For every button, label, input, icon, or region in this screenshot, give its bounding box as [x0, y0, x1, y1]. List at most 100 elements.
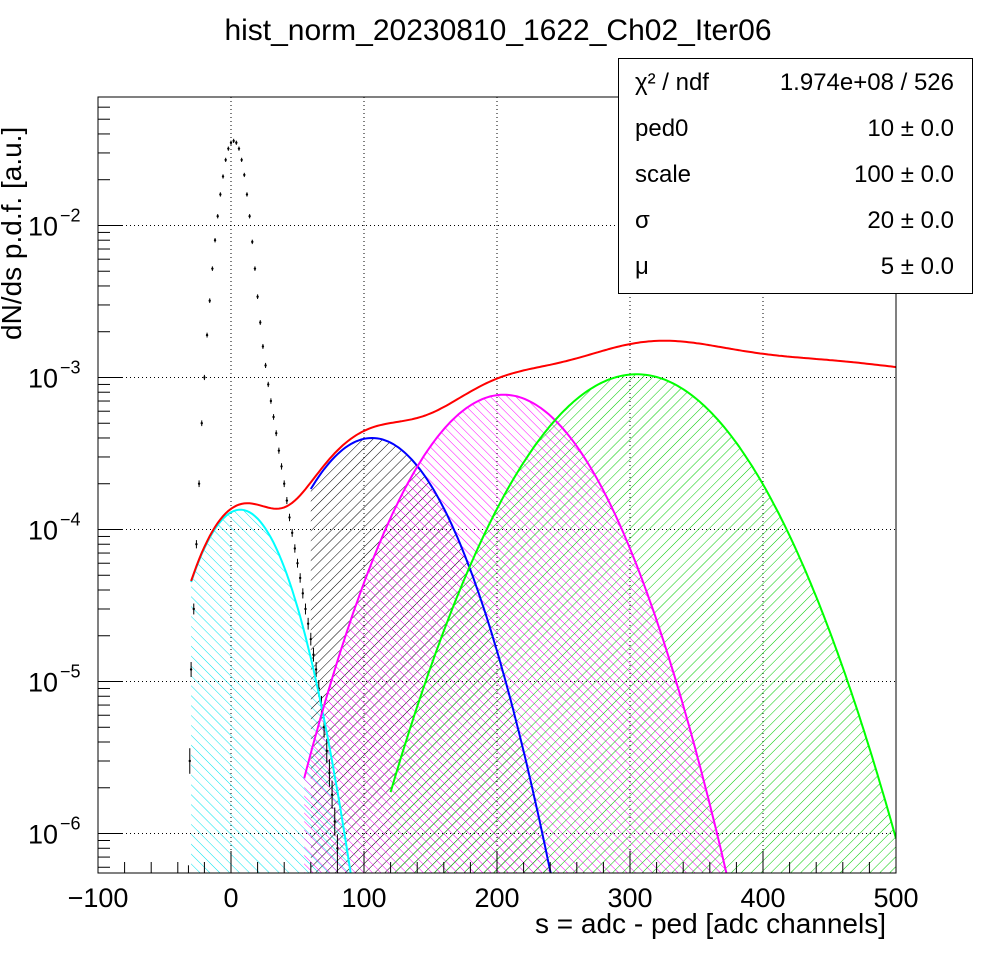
x-tick-label: 300: [607, 883, 652, 913]
stats-row-sigma: σ 20 ± 0.0: [619, 199, 972, 245]
y-axis-label: dN/ds p.d.f. [a.u.]: [0, 126, 27, 340]
histogram-point: [293, 547, 297, 550]
x-tick-label: −100: [68, 883, 129, 913]
stats-key: σ: [635, 207, 650, 234]
fit-curves: [190, 339, 896, 873]
histogram-point: [216, 215, 219, 218]
histogram-point: [312, 653, 315, 656]
histogram-point: [245, 193, 249, 196]
histogram-point: [306, 622, 310, 625]
histogram-point: [298, 576, 302, 580]
y-tick-exponent: −5: [60, 662, 81, 682]
chart-title: hist_norm_20230810_1622_Ch02_Iter06: [224, 14, 772, 47]
histogram-point: [309, 637, 312, 641]
stats-key: χ² / ndf: [635, 69, 709, 96]
y-tick-exponent: −3: [60, 357, 81, 377]
histogram-point: [192, 607, 195, 611]
component-fill: [390, 374, 896, 873]
histogram-point: [251, 240, 254, 244]
stats-value: 100 ± 0.0: [854, 161, 954, 188]
x-tick-label: 100: [341, 883, 386, 913]
stats-row-ped0: ped0 10 ± 0.0: [619, 107, 972, 153]
histogram-point: [248, 215, 251, 218]
y-tick-exponent: −4: [60, 509, 81, 529]
histogram-point: [269, 399, 273, 403]
histogram-point: [205, 333, 209, 337]
stats-value: 20 ± 0.0: [867, 207, 954, 234]
histogram-point: [219, 193, 222, 196]
histogram-point: [272, 415, 275, 419]
histogram-point: [296, 562, 299, 565]
stats-row-mu: μ 5 ± 0.0: [619, 245, 972, 291]
fit-stats-box: χ² / ndf 1.974e+08 / 526 ped0 10 ± 0.0 s…: [618, 58, 973, 294]
x-axis-ticks: −100 0 100 200 300 400 500: [68, 851, 919, 913]
y-tick-label: 10: [28, 211, 58, 241]
x-tick-label: 400: [740, 883, 785, 913]
histogram-point: [277, 449, 281, 452]
stats-key: scale: [635, 161, 692, 188]
component-curve-3pe: [389, 373, 896, 839]
histogram-point: [200, 422, 203, 425]
x-tick-label: 200: [474, 883, 519, 913]
histogram-point: [336, 847, 339, 850]
y-tick-exponent: −6: [60, 814, 81, 834]
histogram-point: [288, 516, 291, 519]
total-fit-curve: [190, 339, 896, 582]
histogram-point: [264, 364, 267, 367]
histogram-point: [267, 383, 270, 386]
histogram-point: [333, 820, 336, 823]
histogram-point: [195, 543, 198, 546]
histogram-point: [261, 345, 265, 348]
y-tick-label: 10: [28, 363, 58, 393]
x-tick-label: 0: [223, 883, 238, 913]
histogram-point: [232, 139, 235, 143]
stats-key: ped0: [635, 115, 689, 142]
histogram-point: [290, 531, 294, 535]
histogram-point: [243, 173, 246, 177]
histogram-point: [285, 499, 289, 502]
histogram-point: [330, 793, 334, 796]
histogram-point: [259, 321, 262, 324]
y-tick-label: 10: [28, 515, 58, 545]
stats-row-chi2: χ² / ndf 1.974e+08 / 526: [619, 61, 972, 107]
component-curve-0pe: [190, 508, 352, 873]
histogram-point: [237, 147, 241, 150]
histogram-point: [224, 158, 227, 162]
histogram-point: [188, 759, 191, 763]
stats-value: 5 ± 0.0: [880, 253, 954, 280]
histogram-point: [213, 239, 217, 242]
histogram-point: [211, 267, 214, 270]
stats-row-scale: scale 100 ± 0.0: [619, 153, 972, 199]
histogram-point: [208, 299, 211, 302]
histogram-point: [256, 295, 259, 298]
y-tick-label: 10: [28, 668, 58, 698]
histogram-point: [203, 376, 206, 379]
histogram-point: [235, 141, 238, 144]
histogram-point: [301, 592, 305, 595]
histogram-point: [283, 482, 286, 485]
stats-value: 1.974e+08 / 526: [779, 69, 954, 96]
component-curve-1pe: [309, 436, 552, 873]
histogram-point: [314, 668, 318, 671]
histogram: [187, 138, 339, 880]
stats-value: 10 ± 0.0: [867, 115, 954, 142]
component-fills: [191, 374, 896, 873]
component-curve-2pe: [303, 393, 728, 873]
histogram-point: [325, 749, 328, 753]
histogram-point: [275, 432, 278, 435]
x-tick-label: 500: [873, 883, 918, 913]
histogram-point: [197, 482, 201, 485]
y-tick-exponent: −2: [60, 205, 81, 225]
histogram-point: [189, 668, 193, 671]
histogram-point: [227, 147, 230, 150]
y-tick-label: 10: [28, 820, 58, 850]
histogram-point: [187, 878, 189, 880]
histogram-point: [229, 141, 233, 144]
histogram-point: [304, 607, 307, 611]
x-axis-label: s = adc - ped [adc channels]: [535, 908, 886, 939]
histogram-point: [328, 771, 331, 775]
histogram-point: [280, 465, 283, 468]
histogram-point: [253, 267, 257, 270]
histogram-point: [221, 175, 225, 178]
